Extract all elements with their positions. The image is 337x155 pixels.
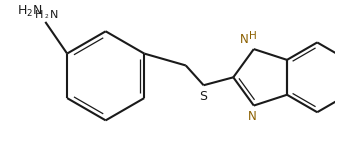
Text: $_2$: $_2$ xyxy=(44,12,50,21)
Text: N: N xyxy=(50,10,59,20)
Text: H: H xyxy=(249,31,257,41)
Text: $\mathsf{H_2N}$: $\mathsf{H_2N}$ xyxy=(17,4,42,19)
Text: N: N xyxy=(247,110,256,122)
Text: S: S xyxy=(200,90,208,103)
Text: N: N xyxy=(240,33,249,46)
Text: H: H xyxy=(35,10,43,20)
